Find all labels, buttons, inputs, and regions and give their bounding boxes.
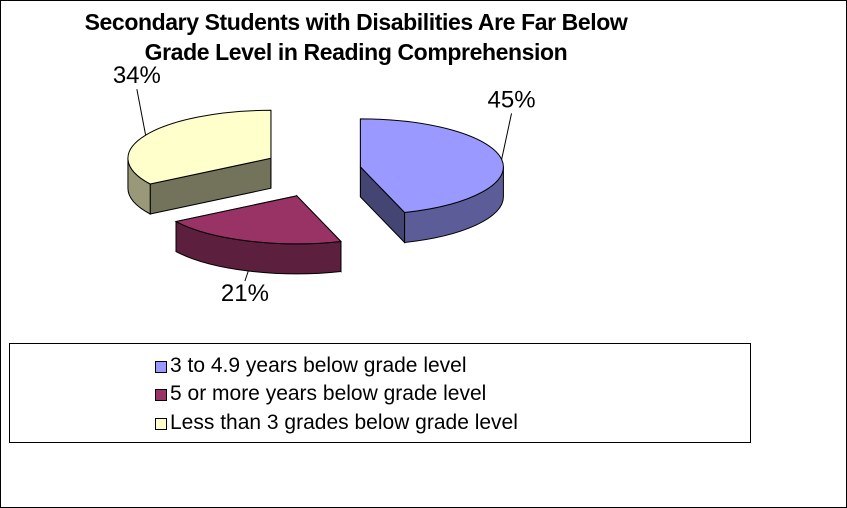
- pie-slice-top-less-than-3-grades: [127, 109, 272, 185]
- legend-swatch-less-than-3-grades: [155, 418, 167, 430]
- pie-slice-less-than-3-grades: [127, 109, 272, 215]
- chart-title-line-1: Secondary Students with Disabilities Are…: [84, 9, 628, 35]
- chart-legend: 3 to 4.9 years below grade level 5 or mo…: [9, 343, 751, 443]
- legend-label-less-than-3-grades: Less than 3 grades below grade level: [170, 411, 518, 434]
- legend-label-3-to-4-9-years: 3 to 4.9 years below grade level: [170, 354, 467, 377]
- data-label-5-or-more-years: 21%: [221, 280, 269, 307]
- legend-item-5-or-more-years: 5 or more years below grade level: [155, 382, 487, 406]
- pie-slice-top-5-or-more-years: [174, 195, 343, 245]
- legend-item-3-to-4-9-years: 3 to 4.9 years below grade level: [155, 354, 467, 378]
- chart-title-line-2: Grade Level in Reading Comprehension: [144, 39, 568, 65]
- legend-item-less-than-3-grades: Less than 3 grades below grade level: [155, 411, 518, 435]
- data-label-less-than-3-grades: 34%: [113, 62, 161, 89]
- chart-title: Secondary Students with Disabilities Are…: [1, 7, 711, 67]
- leader-line-less-than-3-grades: [136, 89, 147, 136]
- pie-slice-3-to-4-9-years: [359, 118, 504, 244]
- legend-swatch-5-or-more-years: [155, 389, 167, 401]
- leader-line-5-or-more-years: [244, 270, 249, 282]
- pie-chart-plot: 34% 45% 21%: [113, 62, 536, 307]
- data-label-3-to-4-9-years: 45%: [488, 86, 536, 113]
- legend-label-5-or-more-years: 5 or more years below grade level: [170, 382, 487, 405]
- pie-slice-top-3-to-4-9-years: [359, 118, 504, 214]
- leader-line-3-to-4-9-years: [501, 113, 513, 160]
- pie-slice-5-or-more-years: [174, 194, 343, 275]
- legend-swatch-3-to-4-9-years: [155, 361, 167, 373]
